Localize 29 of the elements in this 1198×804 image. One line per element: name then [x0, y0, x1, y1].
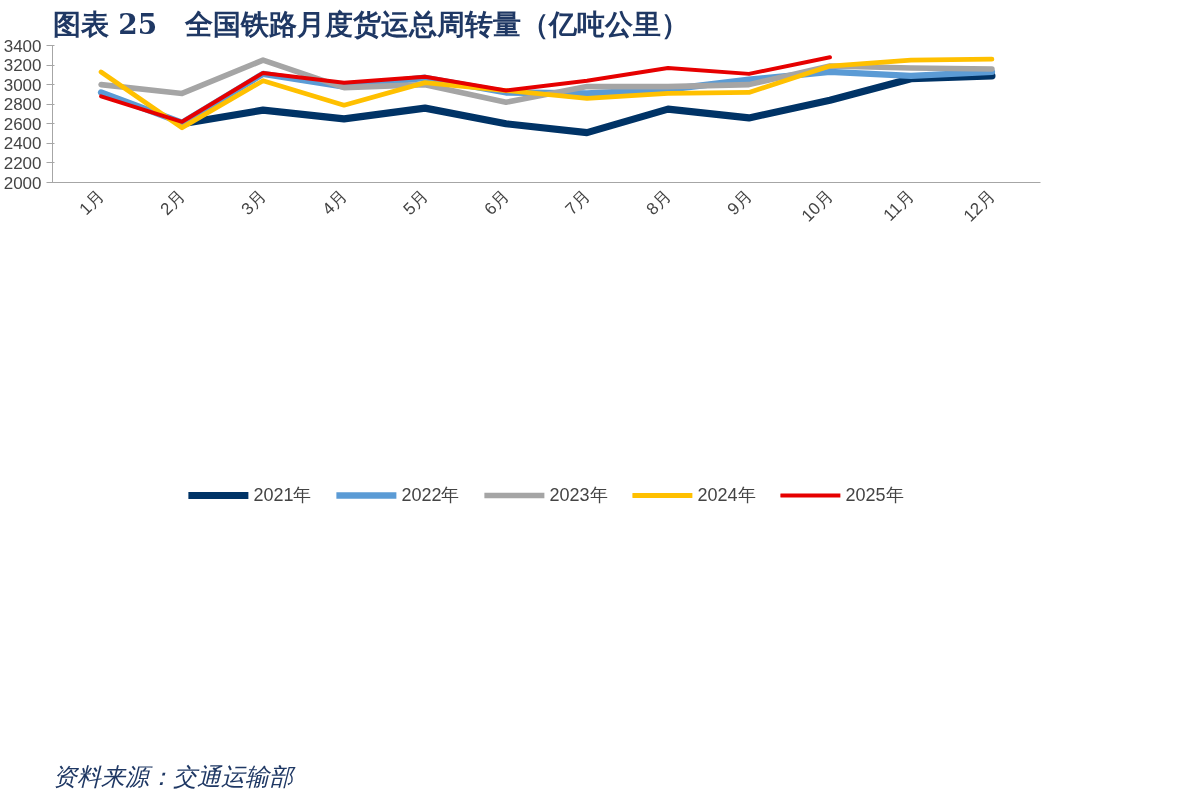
x-tick-label: 4月	[318, 186, 351, 219]
legend-label: 2025年	[845, 484, 904, 507]
legend-label: 2022年	[401, 484, 460, 507]
chart-title: 图表 25 全国铁路月度货运总周转量（亿吨公里）	[52, 7, 690, 41]
x-tick-label: 5月	[399, 186, 432, 219]
x-tick-label: 8月	[642, 186, 675, 219]
y-tick-label: 3200	[3, 56, 42, 76]
x-tick-label: 12月	[959, 186, 999, 226]
x-tick-label: 11月	[879, 186, 918, 225]
y-tick-label: 2400	[3, 134, 42, 154]
y-tick-label: 2800	[3, 95, 42, 115]
y-tick-label: 2000	[3, 173, 42, 193]
legend-label: 2021年	[253, 484, 312, 507]
x-tick-label: 7月	[561, 186, 594, 219]
y-tick-label: 2600	[3, 114, 42, 134]
legend-label: 2023年	[549, 484, 608, 507]
text: 资料来源：交通运输部	[52, 762, 296, 791]
x-tick-label: 2月	[156, 186, 189, 219]
x-tick-label: 1月	[75, 186, 108, 219]
x-tick-label: 9月	[723, 186, 756, 219]
x-tick-label: 10月	[797, 186, 837, 226]
y-tick-label: 2200	[3, 153, 42, 173]
legend-label: 2024年	[697, 484, 756, 507]
line-series	[99, 55, 832, 124]
x-tick-label: 6月	[480, 186, 513, 219]
x-tick-label: 3月	[237, 186, 270, 219]
y-tick-label: 3400	[3, 36, 42, 56]
line-series	[98, 56, 995, 131]
y-tick-label: 3000	[3, 75, 42, 95]
